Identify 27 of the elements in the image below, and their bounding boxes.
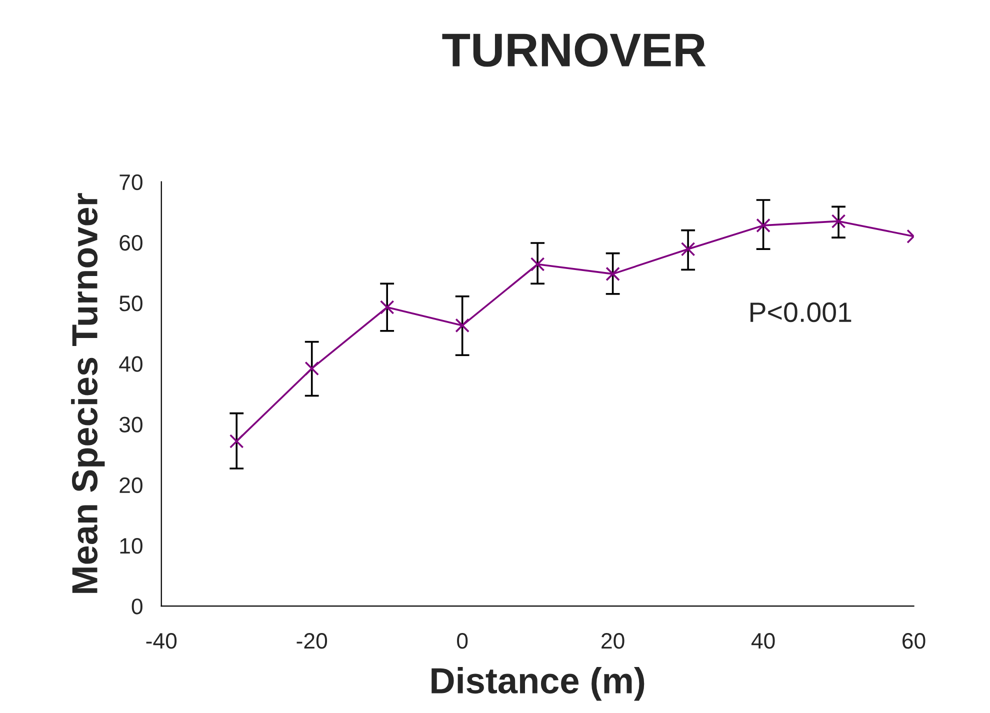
y-tick-label: 60 bbox=[120, 234, 142, 251]
x-tick-label: -20 bbox=[296, 633, 328, 649]
x-tick-label: 0 bbox=[457, 633, 468, 649]
y-tick-label: 10 bbox=[120, 538, 142, 554]
y-tick-label: 20 bbox=[120, 477, 142, 494]
point bbox=[530, 257, 545, 272]
x-tick-label: 60 bbox=[902, 633, 926, 649]
point bbox=[455, 318, 470, 333]
y-tick-label: 30 bbox=[119, 416, 142, 433]
x-tick-label: -40 bbox=[146, 633, 177, 649]
y-tick-label: 0 bbox=[132, 598, 142, 614]
y-tick-label: 50 bbox=[119, 296, 142, 312]
point bbox=[380, 300, 394, 314]
chart-title: TURNOVER bbox=[442, 33, 706, 67]
point bbox=[756, 218, 770, 233]
point bbox=[606, 266, 620, 282]
point bbox=[831, 214, 846, 228]
annotation: P<0.001 bbox=[750, 302, 852, 322]
y-axis-title: Mean Species Turnover bbox=[71, 193, 105, 593]
x-tick-label: 20 bbox=[602, 633, 624, 649]
x-axis-title: Distance (m) bbox=[432, 667, 644, 701]
point bbox=[229, 434, 244, 448]
point bbox=[680, 242, 696, 256]
x-tick-label: 40 bbox=[751, 633, 775, 649]
y-tick-label: 70 bbox=[120, 174, 142, 190]
y-tick-label: 40 bbox=[119, 356, 142, 372]
point bbox=[304, 361, 320, 376]
